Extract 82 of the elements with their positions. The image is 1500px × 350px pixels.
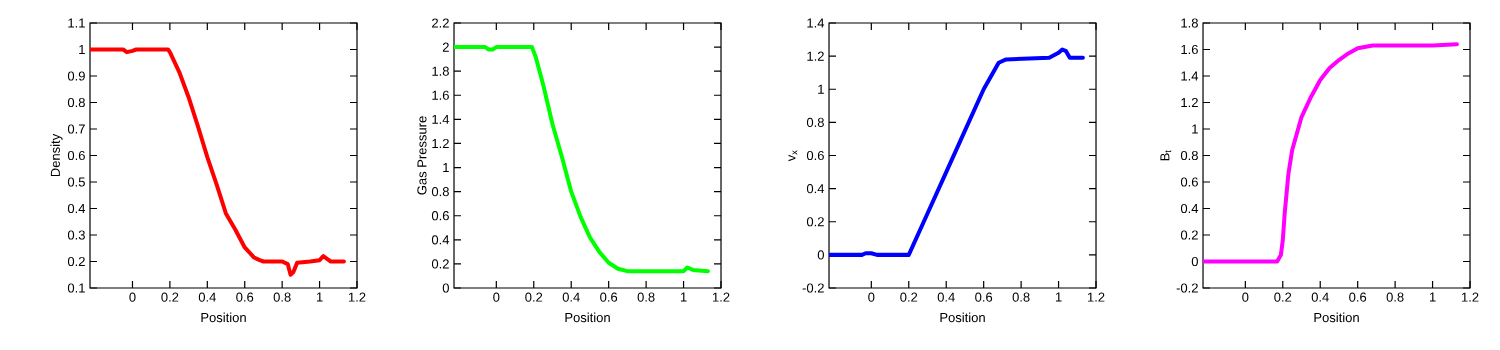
y-tick-label: 1.1 [68,18,85,28]
x-axis-title: Position [1314,312,1359,323]
y-axis-title: B$_{t}$ [1160,150,1172,161]
y-axis-title: Gas Pressure [417,116,427,195]
line-series [1203,42,1459,264]
y-tick-label: 0.6 [431,211,449,221]
y-axis-title: v$_{x}$ [788,150,798,162]
x-tick-label: 1 [1429,292,1436,302]
y-tick-label: 0.2 [67,256,85,267]
x-tick-label: 0.2 [1274,292,1292,302]
y-tick-label: 1.2 [807,51,824,61]
line-series [454,45,710,274]
x-tick-label: 0.8 [1012,292,1030,302]
x-tick-label: 1.2 [1087,292,1105,302]
y-tick-label: 0.6 [67,150,85,161]
y-tick-label: 0.8 [431,187,449,197]
y-tick-label: 1.4 [807,18,825,28]
y-tick-label: 0.4 [806,184,825,194]
x-tick-label: 0 [493,292,500,302]
y-tick-label: 1.2 [1181,97,1198,108]
x-tick-label: 0.6 [975,292,993,302]
x-tick-label: 0 [129,292,136,302]
line-series [90,47,346,277]
y-tick-label: 0.3 [67,230,85,240]
y-axis-title: Density [50,133,63,177]
y-tick-label: 1.4 [432,114,450,124]
x-axis-title: Position [201,312,246,323]
y-tick-label: 0.6 [1180,177,1198,187]
x-tick-label: 1.2 [712,292,730,302]
y-tick-label: 2.2 [432,18,449,28]
x-tick-label: 0.8 [637,292,655,302]
y-tick-label: 0.4 [67,203,86,214]
y-tick-label: 0.2 [806,217,824,227]
y-tick-label: 0 [442,283,449,293]
y-tick-label: -0.2 [1176,283,1198,293]
x-tick-label: 0 [1242,292,1249,302]
x-tick-label: 0.4 [937,292,955,302]
y-tick-label: 0.7 [67,124,85,134]
y-tick-label: 1 [818,84,824,94]
y-tick-label: 1.6 [432,90,449,100]
x-axis-title: Position [940,312,985,323]
x-tick-label: 0.4 [1311,292,1329,302]
x-tick-label: 0.4 [198,292,216,302]
y-tick-label: 0.2 [431,259,449,269]
x-tick-label: 1 [1055,292,1062,302]
x-tick-label: 0.8 [273,292,291,302]
x-tick-label: 0.4 [562,292,580,302]
y-tick-label: 0 [817,250,824,260]
y-tick-label: 1.6 [1181,44,1198,55]
y-tick-label: 1.4 [1181,71,1199,81]
y-tick-label: 0.8 [1180,150,1198,161]
y-tick-label: 0.1 [67,283,85,293]
y-tick-label: 1 [1192,124,1198,134]
y-tick-label: 0.9 [67,71,85,81]
y-tick-label: 0.4 [431,235,450,245]
y-tick-label: 1.8 [432,66,449,76]
x-tick-label: 0.6 [600,292,618,302]
y-tick-label: 0.8 [806,117,824,127]
y-tick-label: 0.6 [806,150,824,161]
x-tick-label: 0.2 [525,292,543,302]
y-tick-label: 0.2 [1180,230,1198,240]
x-tick-label: 1.2 [1461,292,1479,302]
x-tick-label: 0.6 [1349,292,1367,302]
y-tick-label: 1 [79,45,85,54]
y-tick-label: 0.8 [67,97,85,108]
y-tick-label: -0.2 [802,283,824,293]
x-tick-label: 0 [868,292,875,302]
x-tick-label: 0.2 [161,292,179,302]
x-tick-label: 0.8 [1386,292,1404,302]
y-tick-label: 0.5 [67,177,85,187]
x-tick-label: 1 [680,292,687,302]
x-tick-label: 1.2 [348,292,366,302]
y-tick-label: 1.2 [432,138,449,148]
x-tick-label: 1 [316,292,323,302]
y-tick-label: 1.8 [1181,18,1198,28]
y-tick-label: 0.4 [1180,203,1199,214]
y-tick-label: 0 [1191,256,1198,267]
y-tick-label: 2 [442,42,449,52]
x-tick-label: 0.6 [236,292,254,302]
y-tick-label: 1 [443,163,449,173]
x-tick-label: 0.2 [900,292,918,302]
x-axis-title: Position [565,312,610,323]
